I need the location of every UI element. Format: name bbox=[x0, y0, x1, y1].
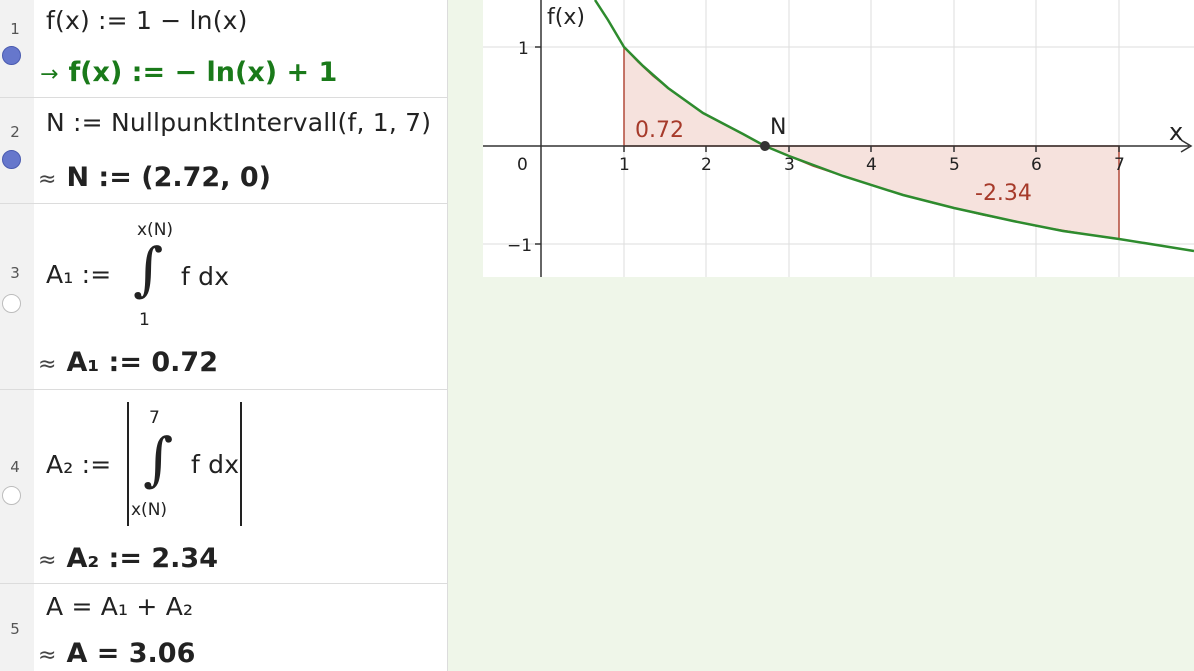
x-tick-label-2: 2 bbox=[701, 155, 712, 175]
input-lhs[interactable]: A₂ := bbox=[46, 450, 112, 479]
integral-sign: ∫ bbox=[133, 235, 164, 303]
integral-lower-limit: x(N) bbox=[131, 500, 168, 520]
graphics-view[interactable]: 0 1 2 3 4 5 6 7 1 −1 x f(x) 0.72 -2.34 N bbox=[483, 0, 1194, 277]
input-expression[interactable]: f(x) := 1 − ln(x) bbox=[46, 6, 248, 35]
output-symbol: ≈ bbox=[38, 643, 57, 668]
output-symbol: ≈ bbox=[38, 352, 57, 377]
x-tick-label-4: 4 bbox=[866, 155, 877, 175]
output-row: ≈ A₁ := 0.72 bbox=[38, 347, 218, 378]
integral-lower-limit: 1 bbox=[139, 310, 150, 330]
output-symbol: ≈ bbox=[38, 167, 57, 192]
output-symbol: → bbox=[40, 62, 59, 87]
integral-sign: ∫ bbox=[143, 425, 174, 493]
output-expression: A₂ := 2.34 bbox=[66, 543, 218, 574]
integrand: f dx bbox=[181, 262, 230, 291]
algebra-row-5[interactable]: 5 A = A₁ + A₂ ≈ A = 3.06 bbox=[0, 584, 447, 671]
row-number: 1 bbox=[10, 20, 20, 38]
graphics-background bbox=[448, 277, 1194, 671]
area-region-2 bbox=[764, 145, 1120, 240]
output-row: ≈ A = 3.06 bbox=[38, 638, 195, 669]
output-row: ≈ A₂ := 2.34 bbox=[38, 543, 218, 574]
row-number: 5 bbox=[10, 620, 20, 638]
point-N-label: N bbox=[770, 115, 786, 140]
x-tick-label-3: 3 bbox=[784, 155, 795, 175]
visibility-toggle[interactable] bbox=[2, 486, 21, 505]
integral-upper-limit: 7 bbox=[149, 408, 160, 428]
function-curve-f[interactable] bbox=[593, 0, 1194, 253]
axis-ticks bbox=[535, 46, 1120, 245]
input-expression[interactable]: N := NullpunktIntervall(f, 1, 7) bbox=[46, 108, 432, 137]
point-N[interactable] bbox=[760, 141, 770, 151]
absolute-value-bar-left bbox=[127, 402, 129, 526]
row-number: 4 bbox=[10, 458, 20, 476]
algebra-view: 1 f(x) := 1 − ln(x) → f(x) := − ln(x) + 1… bbox=[0, 0, 448, 671]
output-expression: f(x) := − ln(x) + 1 bbox=[68, 57, 338, 88]
graphics-canvas[interactable]: 0 1 2 3 4 5 6 7 1 −1 x f(x) 0.72 -2.34 N bbox=[483, 0, 1194, 277]
output-expression: A₁ := 0.72 bbox=[66, 347, 218, 378]
visibility-toggle[interactable] bbox=[2, 46, 21, 65]
y-axis-label: f(x) bbox=[547, 5, 585, 30]
x-tick-label-6: 6 bbox=[1031, 155, 1042, 175]
row-margin bbox=[0, 584, 34, 671]
algebra-row-4[interactable]: 4 A₂ := 7 ∫ x(N) f dx ≈ A₂ := 2.34 bbox=[0, 390, 447, 584]
y-tick-label-1: 1 bbox=[518, 39, 529, 59]
algebra-row-3[interactable]: 3 A₁ := x(N) ∫ 1 f dx ≈ A₁ := 0.72 bbox=[0, 204, 447, 390]
row-number: 3 bbox=[10, 264, 20, 282]
x-tick-label-1: 1 bbox=[619, 155, 630, 175]
output-expression: A = 3.06 bbox=[66, 638, 196, 669]
x-tick-label-5: 5 bbox=[949, 155, 960, 175]
origin-label: 0 bbox=[517, 155, 528, 175]
output-symbol: ≈ bbox=[38, 548, 57, 573]
algebra-row-1[interactable]: 1 f(x) := 1 − ln(x) → f(x) := − ln(x) + 1 bbox=[0, 0, 447, 98]
visibility-toggle[interactable] bbox=[2, 150, 21, 169]
x-axis-label: x bbox=[1169, 118, 1183, 146]
x-axis-arrow bbox=[1180, 139, 1193, 153]
output-row: ≈ N := (2.72, 0) bbox=[38, 162, 271, 193]
input-lhs[interactable]: A₁ := bbox=[46, 260, 112, 289]
integral-upper-limit: x(N) bbox=[137, 220, 174, 240]
area-label-2: -2.34 bbox=[975, 181, 1032, 206]
row-margin bbox=[0, 98, 34, 203]
absolute-value-bar-right bbox=[240, 402, 242, 526]
area-label-1: 0.72 bbox=[635, 118, 684, 143]
row-number: 2 bbox=[10, 123, 20, 141]
row-margin bbox=[0, 390, 34, 583]
y-tick-label-minus-1: −1 bbox=[507, 236, 532, 256]
output-row: → f(x) := − ln(x) + 1 bbox=[40, 57, 337, 88]
output-expression: N := (2.72, 0) bbox=[66, 162, 271, 193]
algebra-row-2[interactable]: 2 N := NullpunktIntervall(f, 1, 7) ≈ N :=… bbox=[0, 98, 447, 204]
input-expression[interactable]: A = A₁ + A₂ bbox=[46, 592, 194, 621]
visibility-toggle[interactable] bbox=[2, 294, 21, 313]
panel-divider bbox=[448, 0, 483, 277]
integrand: f dx bbox=[191, 450, 240, 479]
x-tick-label-7: 7 bbox=[1114, 155, 1125, 175]
